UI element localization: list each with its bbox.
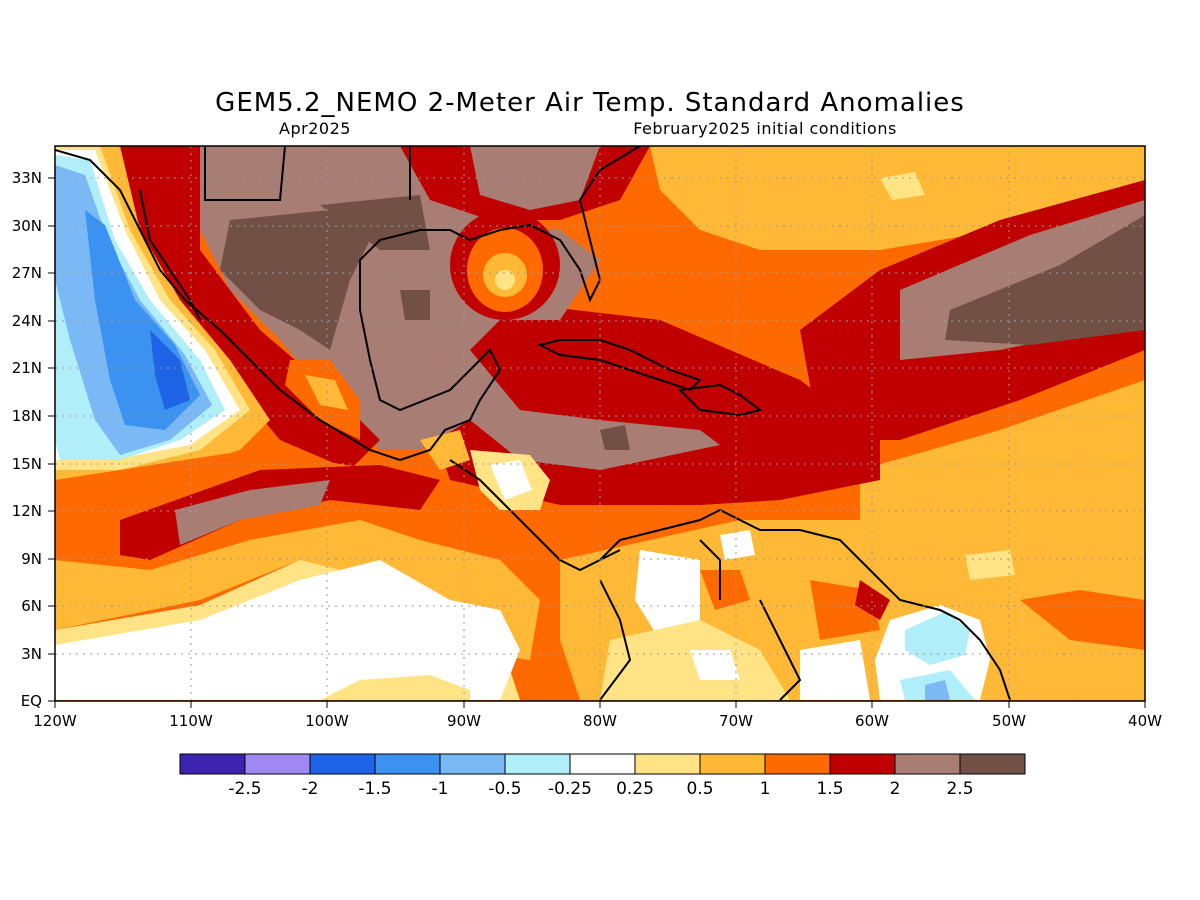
lon-tick-label: 80W [583,712,617,730]
lon-tick-label: 110W [169,712,213,730]
lat-tick-label: EQ [21,692,42,710]
colorbar-swatch [634,753,701,775]
lon-tick-label: 70W [719,712,753,730]
colorbar-swatch [829,753,896,775]
lat-tick-label: 12N [12,502,42,520]
colorbar-swatch [894,753,961,775]
colorbar-label: -2 [302,779,319,799]
colorbar-swatch [959,753,1026,775]
lon-tick-label: 40W [1128,712,1162,730]
lat-tick-label: 15N [12,455,42,473]
colorbar-label: 2.5 [946,779,973,799]
lat-tick-label: 30N [12,217,42,235]
lat-tick-label: 33N [12,169,42,187]
lat-tick-label: 3N [21,645,42,663]
anomaly-field [55,146,1145,701]
colorbar-swatch [309,753,376,775]
colorbar-swatch [374,753,441,775]
colorbar-label: -2.5 [228,779,261,799]
lat-tick-label: 24N [12,312,42,330]
lat-tick-label: 27N [12,264,42,282]
colorbar-swatch [244,753,311,775]
colorbar-swatch [504,753,571,775]
colorbar-label: -0.25 [548,779,592,799]
colorbar-swatch [764,753,831,775]
graticule [55,146,1145,701]
colorbar-label: -1 [432,779,449,799]
figure-title: GEM5.2_NEMO 2-Meter Air Temp. Standard A… [215,88,965,118]
colorbar-swatch [179,753,246,775]
tick-marks [48,177,1146,708]
colorbar: -2.5 -2 -1.5 -1 -0.5 -0.25 0.25 0.5 1 1.5 2 2.5 [179,753,1026,799]
colorbar-label: -1.5 [358,779,391,799]
lat-tick-label: 9N [21,550,42,568]
lon-tick-label: 120W [33,712,77,730]
colorbar-swatch [699,753,766,775]
lat-tick-label: 18N [12,407,42,425]
lon-tick-label: 100W [305,712,349,730]
colorbar-label: 2 [890,779,901,799]
initial-conditions-label: February2025 initial conditions [633,119,897,138]
lon-tick-label: 50W [992,712,1026,730]
valid-month-label: Apr2025 [279,119,351,138]
colorbar-label: 1 [760,779,771,799]
lat-axis-labels: EQ 3N 6N 9N 12N 15N 18N 21N 24N 27N 30N … [12,169,42,710]
colorbar-label: 0.25 [616,779,654,799]
colorbar-swatch [569,753,636,775]
lon-axis-labels: 120W 110W 100W 90W 80W 70W 60W 50W 40W [33,712,1162,730]
colorbar-label: 1.5 [816,779,843,799]
colorbar-label: -0.5 [488,779,521,799]
coastlines [55,146,1011,701]
colorbar-swatch [439,753,506,775]
colorbar-label: 0.5 [686,779,713,799]
lat-tick-label: 21N [12,359,42,377]
lat-tick-label: 6N [21,597,42,615]
lon-tick-label: 60W [855,712,889,730]
lon-tick-label: 90W [447,712,481,730]
